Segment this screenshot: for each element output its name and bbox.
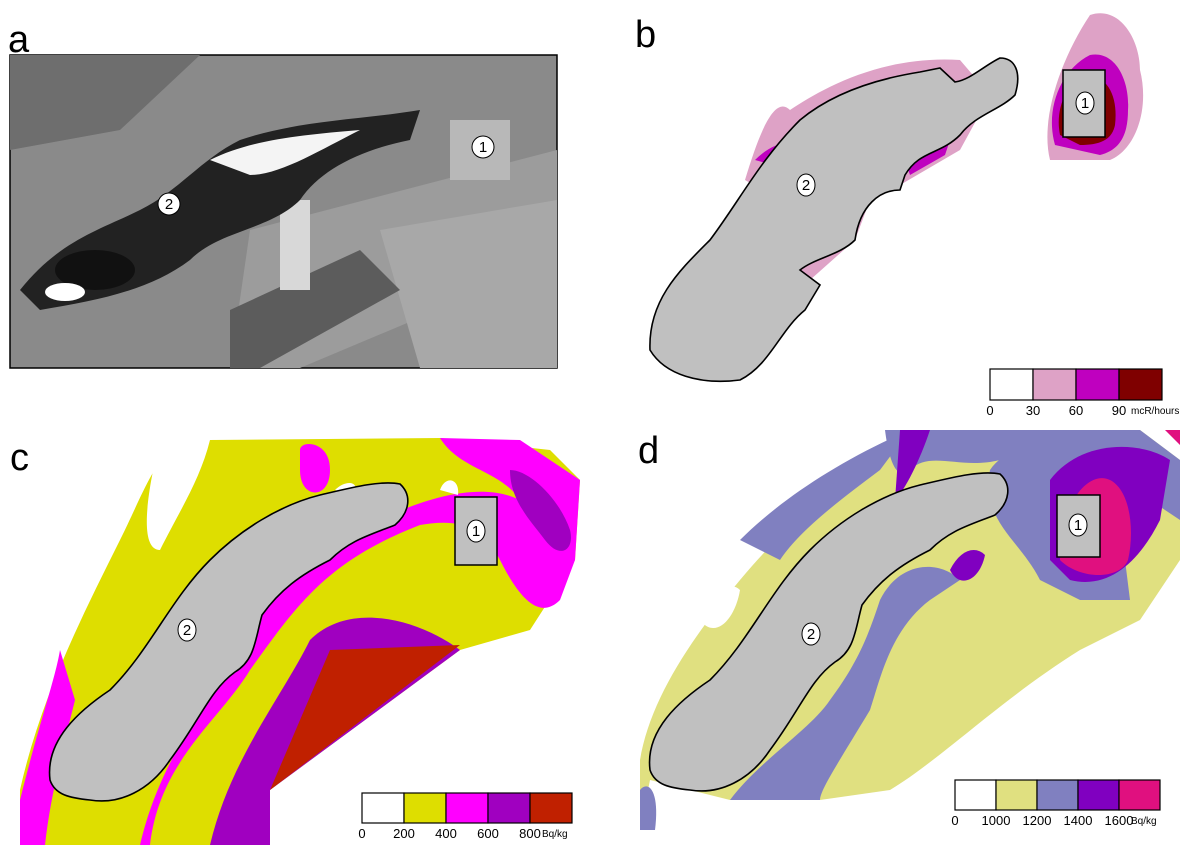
marker-label: 2 [165,196,173,213]
legend-swatch [955,780,996,810]
marker-label: 1 [479,139,487,156]
marker-label: 2 [802,177,810,194]
legend-swatch [1033,369,1076,400]
legend-swatch [362,793,404,823]
panel-label: c [10,437,29,479]
panel-label: b [635,14,656,56]
legend-tick-label: 600 [477,826,499,841]
legend-unit: Bq/kg [542,829,568,840]
marker-label: 2 [807,626,815,643]
marker-label: 1 [472,523,480,540]
marker: 2 [797,174,815,196]
figure: a 1 2 b 1 2 0306090mcR/hours c [0,0,1190,845]
marker: 1 [467,520,485,542]
marker: 2 [178,619,196,641]
legend-tick-label: 400 [435,826,457,841]
legend-tick-label: 1000 [982,813,1011,828]
contour-map [650,13,1143,381]
legend-swatch [996,780,1037,810]
marker: 1 [472,136,494,158]
legend-swatch [1078,780,1119,810]
legend-tick-label: 1400 [1064,813,1093,828]
legend-swatch [446,793,488,823]
legend-swatch [404,793,446,823]
marker-label: 1 [1074,517,1082,534]
legend-tick-label: 60 [1069,403,1083,418]
legend-swatch [1119,780,1160,810]
legend-tick-label: 0 [358,826,365,841]
legend-tick-label: 200 [393,826,415,841]
contour-map [20,438,580,845]
legend-unit: mcR/hours [1131,406,1179,417]
panel-label: d [638,430,659,472]
satellite-photo [10,55,557,368]
legend-swatch [1037,780,1078,810]
legend-tick-label: 1200 [1023,813,1052,828]
legend-swatch [1076,369,1119,400]
legend-swatch [990,369,1033,400]
legend-tick-label: 1600 [1105,813,1134,828]
legend-tick-label: 0 [951,813,958,828]
legend-tick-label: 0 [986,403,993,418]
legend-unit: Bq/kg [1131,816,1157,827]
marker: 2 [802,623,820,645]
legend-swatch [488,793,530,823]
contour-map [640,430,1180,830]
marker-label: 2 [183,622,191,639]
legend-tick-label: 30 [1026,403,1040,418]
legend-swatch [530,793,572,823]
marker: 1 [1076,92,1094,114]
marker: 2 [158,193,180,215]
legend-swatch [1119,369,1162,400]
legend-tick-label: 800 [519,826,541,841]
legend-tick-label: 90 [1112,403,1126,418]
legend: 0 30 60 90 mcR/hours [986,369,1179,418]
marker: 1 [1069,514,1087,536]
marker-label: 1 [1081,95,1089,112]
